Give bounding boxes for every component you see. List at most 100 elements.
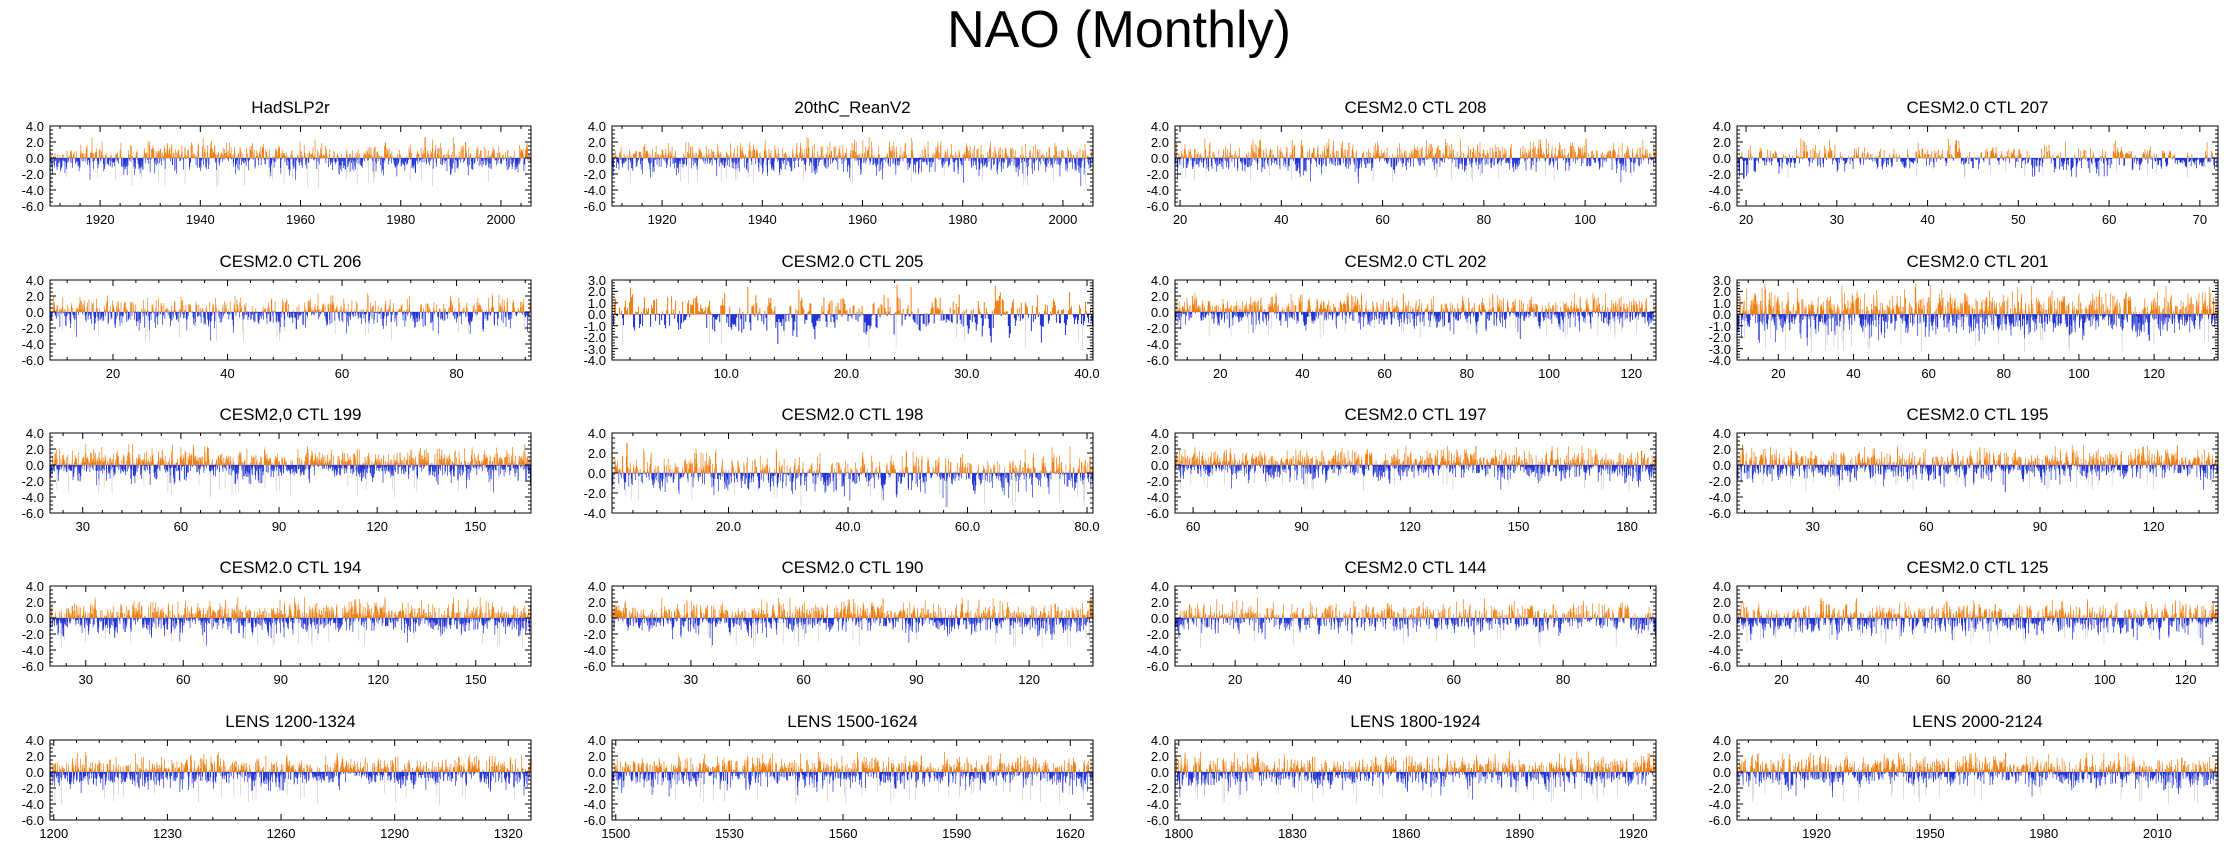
plot-area (1174, 585, 1657, 667)
y-tick-label: -2.0 (1708, 167, 1731, 182)
x-tick-label: 180 (1616, 519, 1638, 534)
positive-bars (1176, 292, 1657, 312)
y-tick-label: -2.0 (1708, 474, 1731, 489)
y-tick-label: -4.0 (1146, 797, 1169, 812)
x-tick-label: 60 (2101, 212, 2117, 227)
y-tick-label: -2.0 (21, 627, 44, 642)
y-tick-label: 0.0 (1150, 305, 1169, 320)
x-tick-label: 20 (1774, 672, 1789, 687)
y-tick-label: 0.0 (587, 151, 606, 166)
x-tick-label: 60 (1935, 672, 1951, 687)
y-tick-label: -4.0 (583, 183, 606, 198)
x-tick-label: 60 (796, 672, 811, 687)
y-tick-label: -6.0 (1708, 506, 1731, 521)
x-tick-label: 30 (75, 519, 90, 534)
y-tick-label: 2.0 (587, 446, 606, 461)
chart-title: LENS 1800-1924 (1350, 712, 1481, 731)
chart-title: CESM2.0 CTL 195 (1906, 405, 2049, 424)
x-tick-label: 1800 (1164, 826, 1194, 841)
positive-bars (612, 284, 1091, 315)
x-tick-label: 80 (1476, 212, 1492, 227)
y-tick-label: -1.0 (583, 318, 606, 334)
x-tick-label: 50 (2011, 212, 2026, 227)
chart-title: CESM2.0 CTL 198 (781, 405, 924, 424)
plot-frame (1174, 432, 1657, 514)
plot-area (1174, 125, 1657, 207)
x-tick-label: 80.0 (1074, 519, 1100, 534)
y-tick-label: 0.0 (587, 466, 606, 481)
y-tick-label: 2.0 (1712, 135, 1731, 150)
y-tick-label: 2.0 (25, 135, 44, 150)
y-tick-label: -4.0 (583, 797, 606, 812)
y-tick-label: 4.0 (1150, 733, 1169, 748)
x-tick-label: 40 (1337, 672, 1352, 687)
axis-ticks (50, 432, 531, 514)
y-tick-label: -6.0 (21, 199, 44, 214)
y-tick-label: -4.0 (21, 183, 44, 198)
plot-frame (1174, 585, 1657, 667)
positive-bars (51, 597, 531, 618)
x-tick-label: 1980 (386, 212, 416, 227)
y-tick-label: -2.0 (21, 167, 44, 182)
chart-title: CESM2.0 CTL 208 (1344, 98, 1487, 117)
plot-area (49, 432, 532, 514)
x-tick-label: 90 (271, 519, 287, 534)
negative-bars (1737, 465, 2218, 493)
y-tick-label: -6.0 (1146, 353, 1169, 368)
negative-bars (612, 158, 1093, 186)
y-tick-label: 4.0 (1150, 426, 1169, 441)
positive-bars (1737, 752, 2219, 772)
x-tick-label: 30 (78, 672, 93, 687)
y-tick-label: -1.0 (1708, 318, 1731, 334)
plot-area (49, 739, 532, 821)
y-tick-label: 4.0 (1712, 579, 1731, 594)
y-tick-label: 0.0 (25, 151, 44, 166)
plot-area (611, 432, 1094, 514)
x-tick-label: 40.0 (835, 519, 861, 534)
trace-lines (1751, 772, 2218, 804)
y-tick-label: 0.0 (1150, 151, 1169, 166)
positive-bars (1175, 445, 1656, 465)
y-tick-label: -2.0 (1146, 474, 1169, 489)
x-tick-label: 30.0 (954, 366, 980, 381)
y-tick-label: 2.0 (587, 284, 606, 300)
x-tick-label: 90 (273, 672, 288, 687)
x-tick-label: 120 (1018, 672, 1040, 687)
axis-ticks (612, 279, 1093, 361)
y-tick-label: -4.0 (21, 490, 44, 505)
x-tick-label: 1560 (828, 826, 858, 841)
negative-bars (1737, 618, 2219, 646)
y-tick-label: 0.0 (1712, 307, 1731, 323)
x-tick-label: 100 (2068, 366, 2090, 381)
x-tick-label: 120 (367, 672, 390, 687)
y-tick-label: -6.0 (21, 813, 44, 828)
y-tick-label: -2.0 (21, 321, 44, 336)
x-tick-label: 150 (464, 519, 487, 534)
chart-title: CESM2.0 CTL 194 (219, 558, 362, 577)
x-tick-label: 1940 (747, 212, 777, 227)
x-tick-label: 60 (1919, 519, 1934, 534)
x-tick-label: 100 (2093, 672, 2116, 687)
axis-ticks (612, 125, 1093, 207)
y-tick-label: -2.0 (1708, 781, 1731, 796)
trace-lines (652, 772, 1084, 804)
x-tick-label: 1590 (942, 826, 972, 841)
positive-bars (1737, 445, 2219, 465)
y-tick-label: 0.0 (1712, 151, 1731, 166)
x-tick-label: 20 (105, 366, 121, 381)
y-tick-label: -4.0 (1708, 490, 1731, 505)
x-tick-label: 1940 (185, 212, 215, 227)
x-tick-label: 2010 (2142, 826, 2172, 841)
x-tick-label: 1890 (1505, 826, 1535, 841)
x-tick-label: 40 (1295, 366, 1310, 381)
x-tick-label: 1960 (848, 212, 877, 227)
x-tick-label: 2000 (1048, 212, 1078, 227)
y-tick-label: 4.0 (25, 119, 44, 134)
x-tick-label: 2000 (486, 212, 516, 227)
x-tick-label: 20 (1738, 212, 1754, 227)
y-tick-label: 3.0 (587, 273, 606, 288)
y-tick-label: 4.0 (25, 426, 44, 441)
x-tick-label: 1960 (286, 212, 315, 227)
positive-bars (52, 444, 531, 465)
y-tick-label: -3.0 (583, 341, 606, 357)
